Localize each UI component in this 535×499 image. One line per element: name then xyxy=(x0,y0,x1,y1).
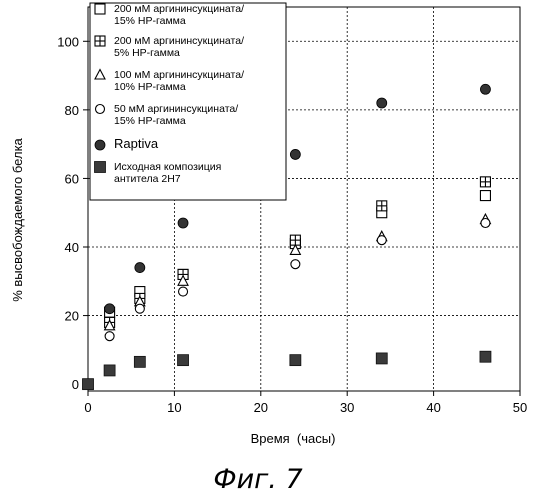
marker-shape xyxy=(178,218,188,228)
data-point-series-4 xyxy=(135,304,144,313)
marker-shape xyxy=(290,149,300,159)
data-point-series-6 xyxy=(83,379,94,390)
data-point-series-5 xyxy=(480,84,490,94)
x-tick-label: 50 xyxy=(513,400,527,415)
legend-marker-4 xyxy=(96,105,105,114)
data-point-series-4 xyxy=(105,332,114,341)
marker-shape xyxy=(480,351,491,362)
data-point-series-1 xyxy=(480,191,490,201)
y-tick-label: 20 xyxy=(65,309,79,324)
data-point-series-4 xyxy=(291,260,300,269)
data-point-series-2 xyxy=(290,235,300,245)
x-axis-label: Время (часы) xyxy=(251,431,336,446)
data-point-series-4 xyxy=(179,287,188,296)
legend-marker-1 xyxy=(95,4,105,14)
legend-entry-label: 10% HP-гамма xyxy=(114,81,186,93)
data-point-series-5 xyxy=(135,263,145,273)
legend-entry-label: 5% HP-гамма xyxy=(114,47,180,59)
y-tick-label: 60 xyxy=(65,171,79,186)
marker-shape xyxy=(95,4,105,14)
marker-shape xyxy=(135,263,145,273)
legend-entry-label: 50 мМ аргининсукцината/ xyxy=(114,103,238,115)
marker-shape xyxy=(95,162,106,173)
data-point-series-4 xyxy=(481,219,490,228)
legend-entry-label: 200 мМ аргининсукцината/ xyxy=(114,35,244,47)
x-tick-label: 10 xyxy=(167,400,181,415)
data-point-series-6 xyxy=(290,355,301,366)
data-point-series-6 xyxy=(104,365,115,376)
y-tick-label: 80 xyxy=(65,103,79,118)
legend-marker-6 xyxy=(95,162,106,173)
marker-shape xyxy=(377,98,387,108)
x-tick-label: 40 xyxy=(426,400,440,415)
marker-shape xyxy=(179,287,188,296)
data-point-series-5 xyxy=(290,149,300,159)
x-tick-label: 20 xyxy=(254,400,268,415)
x-tick-label: 30 xyxy=(340,400,354,415)
legend-entry-label: 200 мМ аргининсукцината/ xyxy=(114,3,244,15)
data-point-series-6 xyxy=(134,356,145,367)
x-tick-labels: 0 10 20 30 40 50 xyxy=(84,400,527,415)
marker-shape xyxy=(480,191,490,201)
marker-shape xyxy=(105,332,114,341)
marker-shape xyxy=(290,355,301,366)
legend-entry-label: 15% HP-гамма xyxy=(114,115,186,127)
legend-marker-2 xyxy=(95,36,105,46)
data-point-series-6 xyxy=(480,351,491,362)
legend-entry-label: 15% HP-гамма xyxy=(114,15,186,27)
data-point-series-5 xyxy=(105,304,115,314)
data-point-series-2 xyxy=(377,201,387,211)
marker-shape xyxy=(481,219,490,228)
data-point-series-6 xyxy=(178,355,189,366)
y-tick-label: 40 xyxy=(65,240,79,255)
legend-entry-label: Исходная композиция xyxy=(114,161,221,173)
marker-shape xyxy=(105,304,115,314)
marker-shape xyxy=(291,260,300,269)
marker-shape xyxy=(480,84,490,94)
data-point-series-5 xyxy=(377,98,387,108)
y-tick-labels: 0 20 40 60 80 100 xyxy=(57,34,79,392)
x-tick-label: 0 xyxy=(84,400,91,415)
legend-entry-label: антитела 2H7 xyxy=(114,173,181,185)
marker-shape xyxy=(134,356,145,367)
legend-entry-label: Raptiva xyxy=(114,136,159,151)
marker-shape xyxy=(376,353,387,364)
data-point-series-4 xyxy=(377,236,386,245)
y-tick-label: 0 xyxy=(72,377,79,392)
y-axis-label: % высвобождаемого белка xyxy=(10,137,25,301)
legend-marker-5 xyxy=(95,140,105,150)
marker-shape xyxy=(135,304,144,313)
marker-shape xyxy=(178,355,189,366)
y-tick-label: 100 xyxy=(57,34,79,49)
legend: 200 мМ аргининсукцината/15% HP-гамма200 … xyxy=(90,3,286,200)
data-point-series-2 xyxy=(480,177,490,187)
data-point-series-5 xyxy=(178,218,188,228)
marker-shape xyxy=(83,379,94,390)
legend-entry-label: 100 мМ аргининсукцината/ xyxy=(114,69,244,81)
marker-shape xyxy=(96,105,105,114)
figure-caption: Фиг. 7 xyxy=(213,464,302,495)
marker-shape xyxy=(104,365,115,376)
marker-shape xyxy=(377,236,386,245)
data-point-series-6 xyxy=(376,353,387,364)
marker-shape xyxy=(95,140,105,150)
